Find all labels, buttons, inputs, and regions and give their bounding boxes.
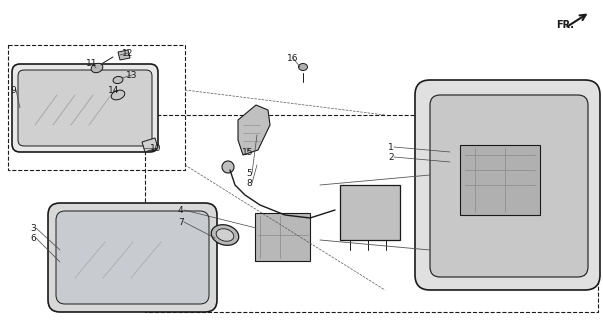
Text: 9: 9 xyxy=(10,85,16,94)
FancyBboxPatch shape xyxy=(18,70,152,146)
Bar xyxy=(460,145,540,215)
Ellipse shape xyxy=(211,225,239,245)
Ellipse shape xyxy=(111,90,125,100)
Polygon shape xyxy=(142,138,158,152)
FancyBboxPatch shape xyxy=(12,64,158,152)
Text: 14: 14 xyxy=(108,85,119,94)
Polygon shape xyxy=(238,105,270,155)
Circle shape xyxy=(222,161,234,173)
Text: 13: 13 xyxy=(126,70,137,79)
Text: 15: 15 xyxy=(242,148,253,156)
Ellipse shape xyxy=(113,76,123,84)
FancyBboxPatch shape xyxy=(56,211,209,304)
Text: 1: 1 xyxy=(388,142,394,151)
Text: 7: 7 xyxy=(178,218,184,227)
FancyBboxPatch shape xyxy=(415,80,600,290)
Text: 4: 4 xyxy=(178,205,184,214)
FancyBboxPatch shape xyxy=(430,95,588,277)
Bar xyxy=(145,115,598,312)
Bar xyxy=(340,185,400,240)
Bar xyxy=(8,45,185,170)
Polygon shape xyxy=(118,50,130,60)
Bar xyxy=(255,213,310,261)
Ellipse shape xyxy=(298,63,308,70)
Text: 2: 2 xyxy=(388,153,394,162)
Text: 5: 5 xyxy=(246,169,251,178)
Text: 6: 6 xyxy=(30,234,36,243)
Text: FR.: FR. xyxy=(556,20,574,30)
Ellipse shape xyxy=(91,63,103,73)
Ellipse shape xyxy=(216,229,234,241)
Text: 12: 12 xyxy=(122,49,133,58)
Text: 11: 11 xyxy=(86,59,98,68)
Text: 8: 8 xyxy=(246,179,251,188)
Text: 3: 3 xyxy=(30,223,36,233)
Text: 16: 16 xyxy=(287,53,298,62)
FancyBboxPatch shape xyxy=(48,203,217,312)
Text: 10: 10 xyxy=(150,143,162,153)
